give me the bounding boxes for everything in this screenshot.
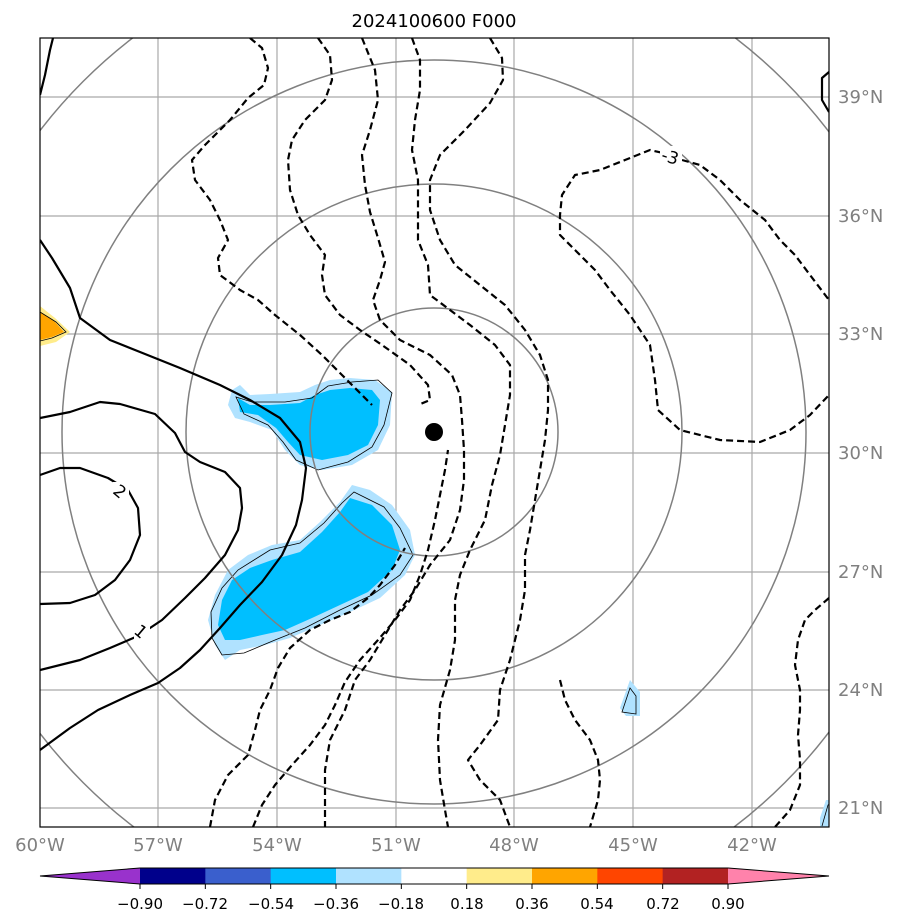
range-ring-3 (61, 59, 807, 805)
colorbar-segments (40, 868, 829, 884)
colorbar: −0.90 −0.72 −0.54 −0.36 −0.18 0.18 0.36 … (39, 867, 830, 913)
colorbar-segment (532, 868, 598, 884)
map-frame (39, 37, 830, 828)
contour-dashed-1 (190, 38, 373, 406)
colorbar-tick-label: 0.54 (580, 895, 613, 913)
colorbar-segment (205, 868, 272, 884)
lat-tick-30n: 30°N (838, 443, 883, 464)
contour-solid-3 (40, 466, 142, 606)
lon-tick-54w: 54°W (252, 835, 302, 856)
colorbar-ticks (139, 884, 729, 889)
colorbar-segment (662, 868, 729, 884)
shading-blue-south (208, 485, 415, 660)
contour-dashed-11 (558, 679, 602, 827)
colorbar-tick-label: −0.18 (378, 895, 424, 913)
lon-tick-51w: 51°W (371, 835, 421, 856)
contour-solid-1 (40, 239, 308, 751)
lat-tick-labels: 39°N 36°N 33°N 30°N 27°N 24°N 21°N (838, 87, 883, 819)
contour-label-minus3: -3 (659, 146, 681, 170)
colorbar-tick-labels: −0.90 −0.72 −0.54 −0.36 −0.18 0.18 0.36 … (117, 895, 745, 913)
solid-contours (40, 38, 829, 751)
contour-dashed-3 (323, 38, 466, 827)
colorbar-segment (466, 868, 533, 884)
colorbar-tick-label: 0.72 (646, 895, 679, 913)
colorbar-tick-label: −0.54 (248, 895, 294, 913)
chart-title: 2024100600 F000 (352, 11, 517, 32)
colorbar-segment (597, 868, 664, 884)
lon-tick-labels: 60°W 57°W 54°W 51°W 48°W 45°W 42°W (15, 835, 777, 856)
contour-dashed-9 (208, 547, 406, 827)
lon-tick-45w: 45°W (608, 835, 658, 856)
range-ring-2 (185, 183, 683, 681)
shading-orange (40, 306, 70, 346)
lat-tick-39n: 39°N (838, 87, 883, 108)
lon-tick-48w: 48°W (489, 835, 539, 856)
contour-dashed-4 (410, 38, 512, 827)
contour-dashed-5 (428, 38, 550, 827)
contour-solid-5 (820, 71, 829, 113)
colorbar-segment (270, 868, 337, 884)
contour-dashed-8 (774, 597, 829, 827)
colorbar-segment (40, 868, 140, 884)
contour-dashed-10 (251, 449, 450, 827)
colorbar-tick-label: 0.18 (450, 895, 483, 913)
colorbar-segment (336, 868, 402, 884)
colorbar-tick-label: 0.90 (711, 895, 744, 913)
dashed-contours (190, 38, 829, 827)
lat-tick-33n: 33°N (838, 324, 883, 345)
storm-center-marker (425, 423, 443, 441)
colorbar-segment (401, 868, 468, 884)
contour-dashed-2 (286, 38, 432, 407)
lat-tick-36n: 36°N (838, 206, 883, 227)
range-ring-1 (309, 307, 559, 557)
lon-tick-42w: 42°W (727, 835, 777, 856)
lat-tick-27n: 27°N (838, 562, 883, 583)
lon-tick-60w: 60°W (15, 835, 65, 856)
colorbar-segment (140, 868, 206, 884)
colorbar-tick-label: −0.90 (117, 895, 163, 913)
contour-labels: -3 2 1 (109, 146, 682, 643)
shading-outlines (40, 311, 829, 827)
lat-tick-21n: 21°N (838, 798, 883, 819)
colorbar-tick-label: −0.72 (182, 895, 228, 913)
lat-tick-24n: 24°N (838, 680, 883, 701)
colorbar-tick-label: 0.36 (515, 895, 548, 913)
contour-solid-4 (40, 38, 55, 96)
lon-tick-57w: 57°W (133, 835, 183, 856)
colorbar-segment (728, 868, 829, 884)
shading-small-blue (620, 680, 829, 827)
colorbar-tick-label: −0.36 (313, 895, 359, 913)
contour-dashed-7 (681, 158, 829, 301)
